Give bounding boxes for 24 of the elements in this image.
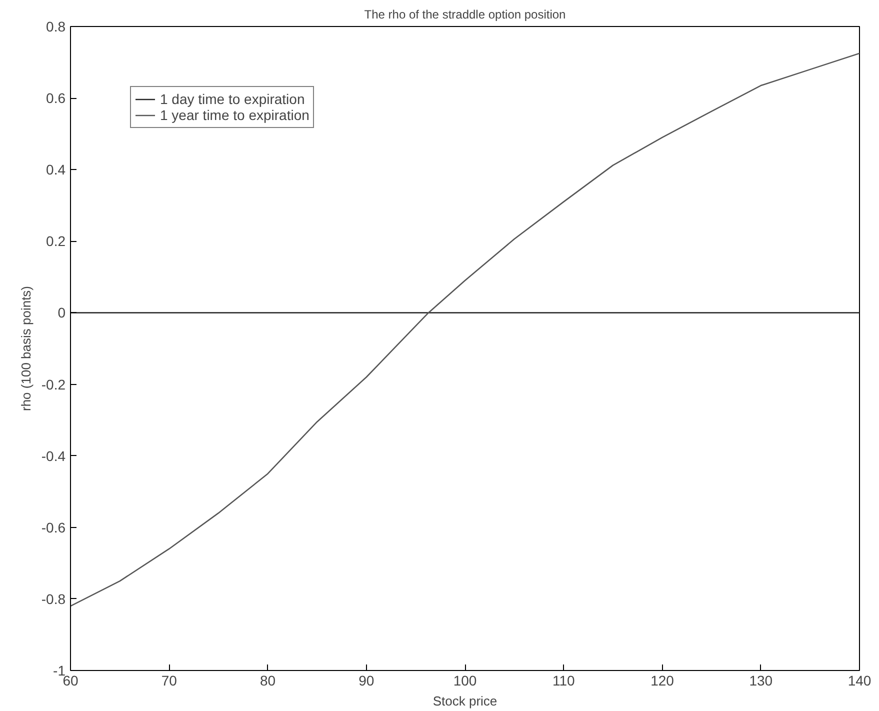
y-tick-label: 0 xyxy=(58,304,66,321)
y-tick-label: -0.6 xyxy=(41,519,66,536)
y-tick-label: 0.8 xyxy=(46,18,66,34)
y-tick-label: 0.2 xyxy=(46,233,66,250)
y-tick-label: -0.8 xyxy=(41,590,66,607)
x-tick-label: 120 xyxy=(650,672,674,688)
legend-label: 1 day time to expiration xyxy=(160,91,305,107)
x-tick-label: 130 xyxy=(749,672,773,688)
x-tick-label: 110 xyxy=(552,672,575,688)
legend-label: 1 year time to expiration xyxy=(160,107,310,123)
x-tick-label: 100 xyxy=(453,672,477,688)
x-tick-label: 70 xyxy=(161,672,178,688)
x-tick-label: 140 xyxy=(848,672,872,688)
chart-title: The rho of the straddle option position xyxy=(364,8,566,22)
y-tick-label: 0.6 xyxy=(46,90,66,106)
x-tick-label: 90 xyxy=(358,672,374,688)
x-axis-title: Stock price xyxy=(432,694,498,708)
x-tick-label: 60 xyxy=(62,672,78,688)
y-tick-label: 0.4 xyxy=(46,162,66,178)
y-tick-label: -0.2 xyxy=(41,376,66,392)
x-tick-label: 80 xyxy=(260,672,276,688)
line-series xyxy=(70,52,860,607)
y-axis-title: rho (100 basis points) xyxy=(18,286,34,412)
y-tick-label: -0.4 xyxy=(41,448,66,464)
